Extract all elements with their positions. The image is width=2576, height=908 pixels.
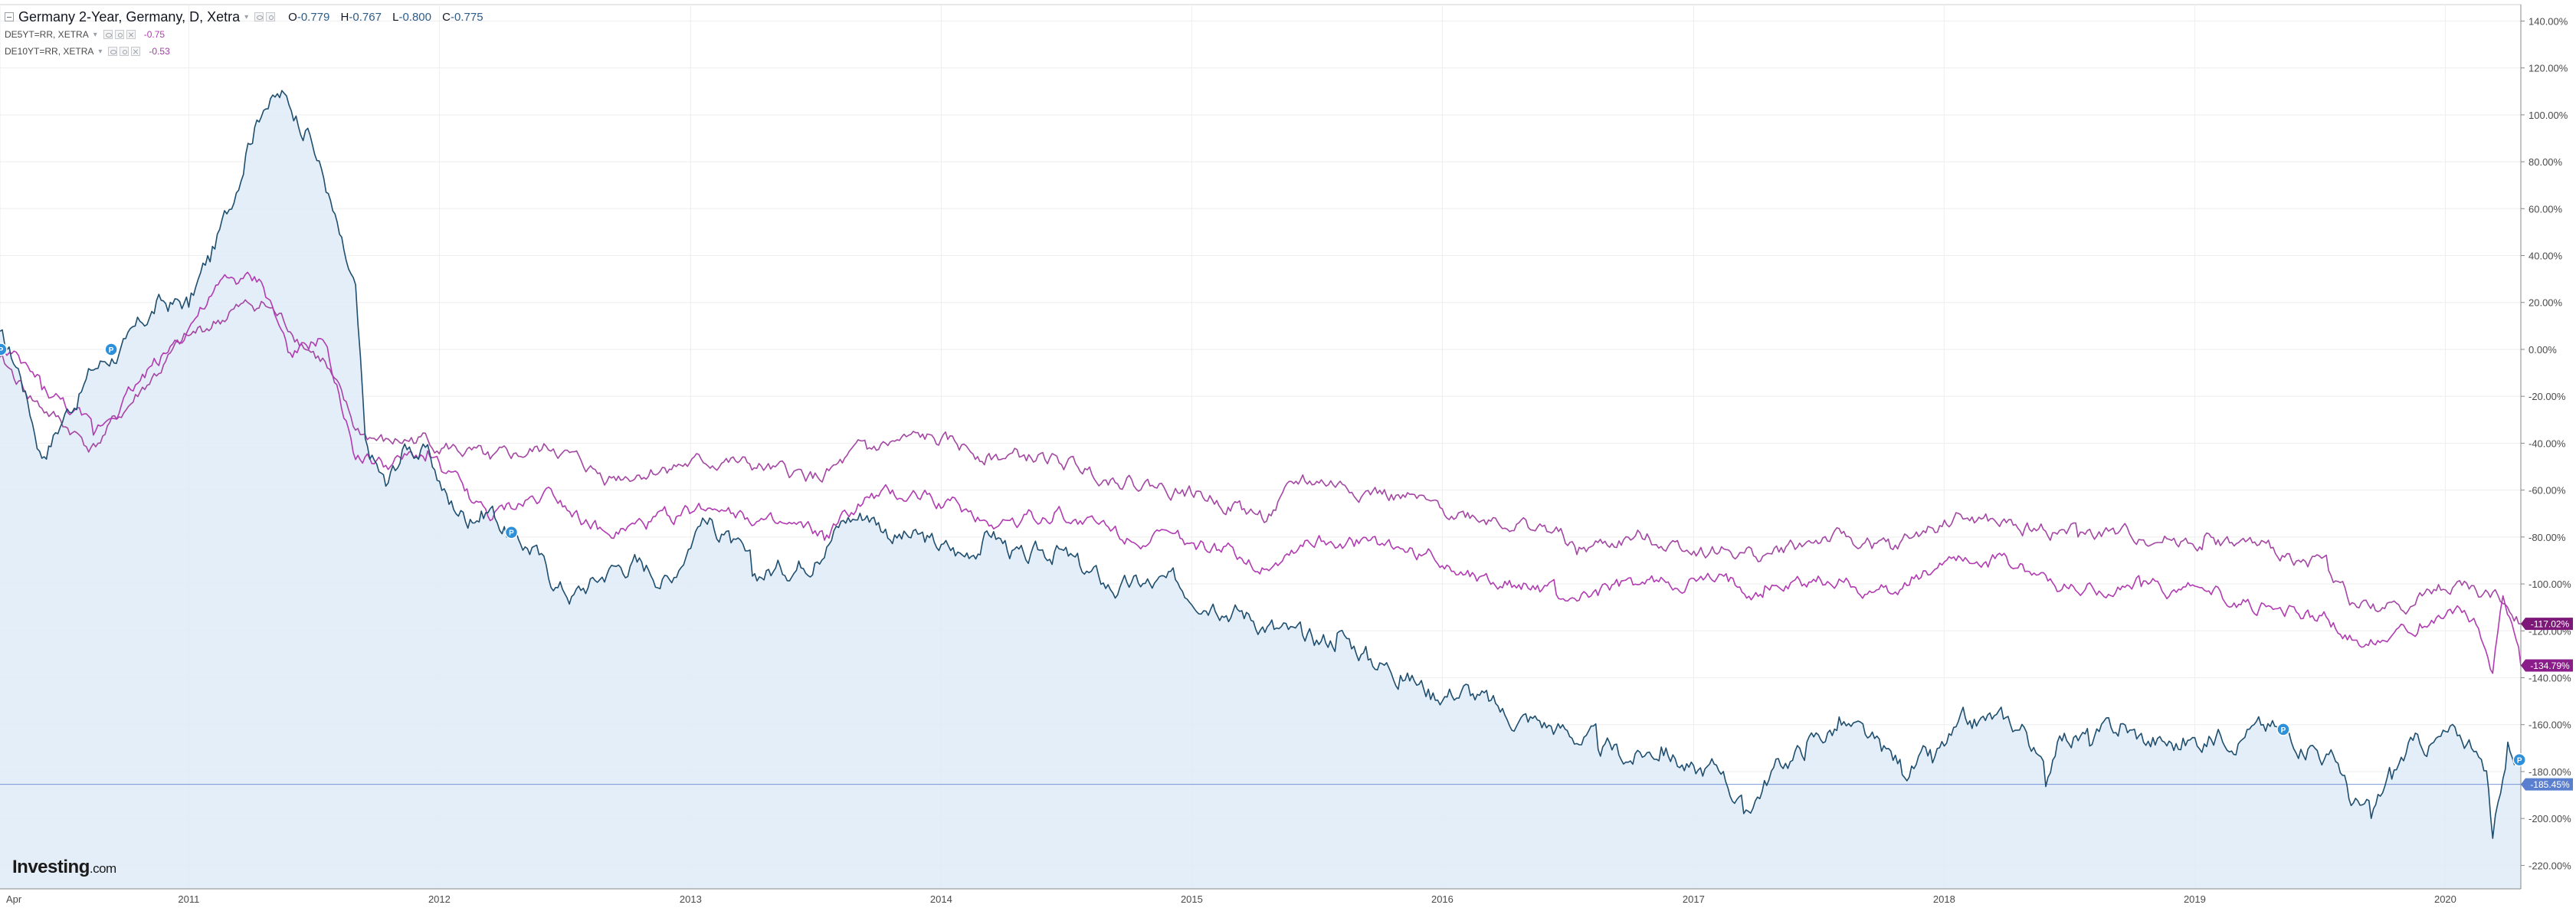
badge-shape xyxy=(2521,659,2573,672)
overlay-5y-name: DE5YT=RR, XETRA xyxy=(5,29,89,40)
event-marker[interactable]: P xyxy=(2276,723,2290,736)
y-tick-label: -80.00% xyxy=(2528,532,2566,543)
y-tick-label: -20.00% xyxy=(2528,391,2566,402)
overlay-5y-value: -0.75 xyxy=(143,29,166,40)
axes: 140.00% 120.00% 100.00% 80.00% 60.00% 40.00% 2… xyxy=(0,5,2571,905)
last-value-badges: -117.02% -134.79% -185.45% xyxy=(2521,618,2573,791)
event-marker-label: P xyxy=(2517,757,2522,765)
logo-domain: .com xyxy=(89,861,116,876)
y-tick-label: -60.00% xyxy=(2528,485,2566,497)
chart-legend: Germany 2-Year, Germany, D, Xetra ▾ O-0.… xyxy=(5,8,491,60)
low-key: L xyxy=(392,10,399,24)
area-fill xyxy=(0,90,2521,890)
investing-logo: Investing.com xyxy=(12,857,116,878)
legend-title: Germany 2-Year, Germany, D, Xetra xyxy=(18,8,241,25)
legend-overlay-5y: DE5YT=RR, XETRA ▾ -0.75 xyxy=(5,26,491,43)
x-tick-label: 2019 xyxy=(2184,893,2206,905)
x-tick-label: 2020 xyxy=(2434,893,2456,905)
event-marker-label: P xyxy=(109,346,114,355)
last-value-badge: -134.79% xyxy=(2521,659,2573,672)
y-tick-label: -160.00% xyxy=(2528,720,2571,731)
y-tick-label: 20.00% xyxy=(2528,297,2563,309)
ohlc-readout: O-0.779 H-0.767 L-0.800 C-0.775 xyxy=(288,11,490,24)
event-marker-label: P xyxy=(509,529,514,538)
x-tick-label: 2017 xyxy=(1683,893,1705,905)
series-lines xyxy=(0,90,2522,839)
event-marker[interactable]: P xyxy=(0,343,8,356)
y-tick-label: 120.00% xyxy=(2528,63,2568,74)
event-marker-dot xyxy=(0,343,8,356)
legend-main-row: Germany 2-Year, Germany, D, Xetra ▾ O-0.… xyxy=(5,8,491,26)
y-tick-label: -180.00% xyxy=(2528,766,2571,778)
event-marker-dot xyxy=(2512,752,2526,767)
logo-brand: Investing xyxy=(12,857,90,877)
y-tick-label: -40.00% xyxy=(2528,438,2566,449)
event-marker-dot xyxy=(104,343,118,356)
gear-icon[interactable] xyxy=(120,47,129,56)
y-tick-label: 100.00% xyxy=(2528,110,2568,121)
main-area xyxy=(0,90,2521,890)
chevron-down-icon[interactable]: ▾ xyxy=(98,47,103,56)
event-marker-label: P xyxy=(2281,726,2286,735)
y-tick-label: -140.00% xyxy=(2528,673,2571,684)
event-markers[interactable]: P P P P P xyxy=(0,343,2526,767)
x-tick-label: 2011 xyxy=(178,893,199,905)
y-tick-label: -200.00% xyxy=(2528,813,2571,824)
y-tick-label: 40.00% xyxy=(2528,251,2563,262)
low-value: -0.800 xyxy=(398,10,431,24)
y-tick-label: 80.00% xyxy=(2528,156,2563,168)
overlay-10y-name: DE10YT=RR, XETRA xyxy=(5,46,94,57)
badge-label: -117.02% xyxy=(2531,619,2570,630)
x-tick-label: 2015 xyxy=(1181,893,1203,905)
chevron-down-icon[interactable]: ▾ xyxy=(93,30,97,39)
event-marker-dot xyxy=(504,525,519,539)
x-tick-label: 2012 xyxy=(428,893,451,905)
event-marker-label: P xyxy=(0,346,4,355)
badge-label: -185.45% xyxy=(2530,779,2570,790)
x-tick-label: 2014 xyxy=(930,893,952,905)
gear-icon[interactable] xyxy=(266,12,276,21)
last-value-badge: -117.02% xyxy=(2521,618,2573,631)
event-marker[interactable]: P xyxy=(504,525,519,539)
eye-icon[interactable] xyxy=(254,12,264,21)
close-icon[interactable] xyxy=(126,30,136,39)
y-tick-label: 60.00% xyxy=(2528,203,2563,215)
event-marker[interactable]: P xyxy=(104,343,118,356)
event-marker-dot xyxy=(2276,723,2290,736)
badge-shape xyxy=(2521,778,2573,791)
y-tick-label: 140.00% xyxy=(2528,15,2568,27)
x-tick-label: 2013 xyxy=(680,893,702,905)
high-key: H xyxy=(340,10,349,24)
high-value: -0.767 xyxy=(349,10,382,24)
y-tick-label: -220.00% xyxy=(2528,860,2571,871)
series-line xyxy=(0,90,2522,839)
x-tick-label: 2018 xyxy=(1933,893,1955,905)
chevron-down-icon[interactable]: ▾ xyxy=(244,12,249,21)
series-line xyxy=(0,299,2522,624)
overlay-10y-value: -0.53 xyxy=(149,46,170,57)
y-tick-label: 0.00% xyxy=(2528,344,2557,356)
close-icon[interactable] xyxy=(131,47,141,56)
open-value: -0.779 xyxy=(297,10,330,24)
collapse-legend-icon[interactable] xyxy=(5,12,14,21)
badge-label: -134.79% xyxy=(2530,661,2570,671)
eye-icon[interactable] xyxy=(108,47,118,56)
open-key: O xyxy=(288,10,297,24)
x-tick-label: 2016 xyxy=(1431,893,1454,905)
close-key: C xyxy=(442,10,451,24)
close-value: -0.775 xyxy=(451,10,483,24)
event-marker[interactable]: P xyxy=(2512,752,2526,767)
eye-icon[interactable] xyxy=(103,30,113,39)
x-tick-label: Apr xyxy=(6,893,22,905)
gear-icon[interactable] xyxy=(114,30,124,39)
y-tick-label: -100.00% xyxy=(2528,579,2571,590)
last-value-badge: -185.45% xyxy=(2521,778,2573,791)
badge-shape xyxy=(2521,618,2573,631)
legend-overlay-10y: DE10YT=RR, XETRA ▾ -0.53 xyxy=(5,43,491,60)
